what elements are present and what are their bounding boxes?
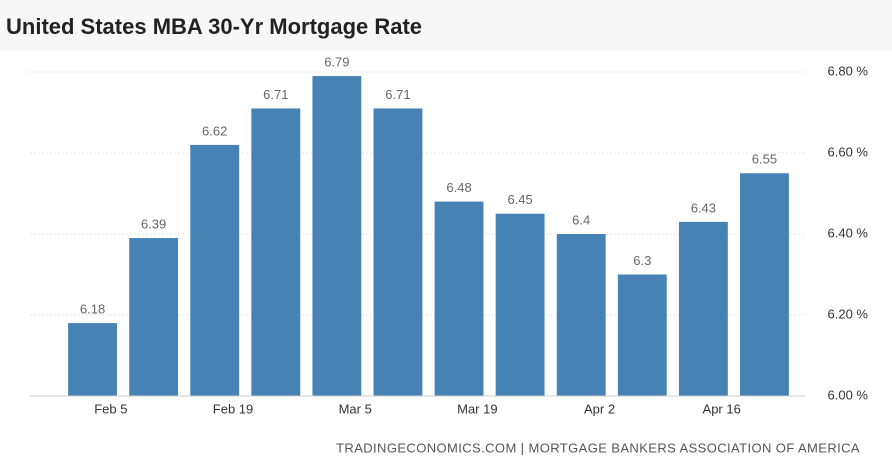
y-tick-label: 6.40 % [828,225,869,240]
value-label: 6.18 [80,302,105,317]
bar [678,221,728,396]
value-label: 6.3 [633,253,651,268]
y-tick-label: 6.80 % [828,63,869,78]
source: TRADINGECONOMICS.COM | MORTGAGE BANKERS … [336,440,860,455]
x-tick-label: Mar 5 [339,401,372,416]
bar [373,108,423,396]
chart-title: United States MBA 30-Yr Mortgage Rate [6,14,422,39]
bar [68,323,117,396]
bar [556,234,606,396]
bar [434,201,484,396]
x-tick-label: Feb 19 [213,401,253,416]
bar [617,274,667,396]
x-tick-label: Mar 19 [457,401,497,416]
y-tick-label: 6.00 % [828,387,869,402]
value-label: 6.48 [446,180,471,195]
title-bar [0,0,892,50]
value-label: 6.45 [507,192,532,207]
value-label: 6.55 [752,152,777,167]
y-tick-label: 6.60 % [828,144,869,159]
x-tick-label: Feb 5 [94,401,127,416]
value-label: 6.79 [324,54,349,69]
value-label: 6.43 [691,200,716,215]
y-tick-label: 6.20 % [828,306,869,321]
bar [312,76,362,397]
value-label: 6.39 [141,216,166,231]
bar [495,213,545,396]
bar [190,144,240,396]
value-label: 6.71 [385,87,410,102]
bar [251,108,301,396]
x-tick-label: Apr 16 [703,401,741,416]
value-label: 6.62 [202,123,227,138]
bar [129,238,179,396]
value-label: 6.71 [263,87,288,102]
value-label: 6.4 [572,212,590,227]
x-tick-label: Apr 2 [584,401,615,416]
bar [740,173,789,396]
